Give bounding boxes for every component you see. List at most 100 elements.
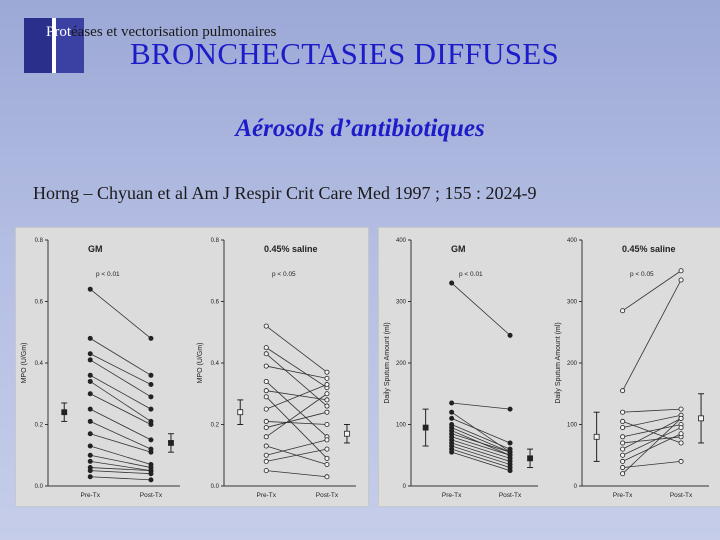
patient-line bbox=[266, 365, 328, 379]
patient-line bbox=[90, 461, 152, 472]
p-value-annotation: p < 0.01 bbox=[459, 271, 483, 278]
patient-line bbox=[90, 433, 152, 453]
patient-line bbox=[90, 338, 152, 376]
data-point bbox=[263, 443, 269, 449]
data-point bbox=[678, 268, 684, 274]
data-point bbox=[507, 406, 513, 412]
patient-line bbox=[90, 353, 152, 385]
patient-line bbox=[622, 461, 682, 468]
logo bbox=[24, 18, 84, 73]
mean-marker bbox=[168, 440, 174, 446]
y-tick-label: 0 bbox=[403, 484, 407, 490]
patient-line bbox=[451, 402, 511, 410]
data-point bbox=[263, 351, 269, 357]
data-point bbox=[324, 461, 330, 467]
data-point bbox=[263, 345, 269, 351]
patient-line bbox=[265, 325, 328, 373]
p-value-annotation: p < 0.01 bbox=[96, 271, 120, 278]
chart-title: 0.45% saline bbox=[622, 244, 676, 254]
data-point bbox=[507, 440, 513, 446]
y-axis-label: MPO (U/Gm) bbox=[197, 343, 204, 384]
data-point bbox=[263, 363, 269, 369]
y-tick-label: 100 bbox=[567, 423, 578, 429]
patient-line bbox=[90, 467, 151, 472]
patient-line bbox=[451, 424, 511, 450]
patient-line bbox=[90, 381, 152, 422]
patient-line bbox=[266, 421, 327, 425]
data-point bbox=[620, 434, 626, 440]
data-point bbox=[263, 468, 269, 474]
chart-title: GM bbox=[88, 244, 103, 254]
chart-sputum-gm: 0 100 200 300 400 Daily Sputum Amount (ml) GM p… bbox=[384, 238, 538, 499]
data-point bbox=[148, 372, 154, 378]
data-point bbox=[263, 378, 269, 384]
data-point bbox=[620, 446, 626, 452]
data-point bbox=[324, 375, 330, 381]
data-point bbox=[324, 437, 330, 443]
data-point bbox=[678, 406, 684, 412]
patient-line bbox=[451, 439, 511, 459]
x-tick-label: Post-Tx bbox=[499, 492, 522, 499]
x-tick-label: Post-Tx bbox=[140, 492, 163, 499]
patient-line bbox=[90, 421, 152, 450]
data-point bbox=[449, 400, 455, 406]
data-point bbox=[263, 406, 269, 412]
data-point bbox=[324, 369, 330, 375]
patient-line bbox=[451, 448, 511, 468]
data-point bbox=[678, 277, 684, 283]
citation: Horng – Chyuan et al Am J Respir Crit Ca… bbox=[33, 183, 537, 203]
mean-marker bbox=[344, 430, 350, 437]
patient-line bbox=[622, 427, 682, 456]
data-point bbox=[449, 415, 455, 421]
patient-line bbox=[266, 384, 328, 410]
patient-line bbox=[451, 417, 511, 444]
patient-line bbox=[266, 393, 328, 438]
patient-line bbox=[622, 421, 682, 444]
y-tick-label: 0.6 bbox=[35, 300, 44, 306]
data-point bbox=[148, 421, 154, 427]
patient-line bbox=[90, 374, 152, 410]
data-point bbox=[87, 391, 93, 397]
data-point bbox=[87, 474, 93, 480]
patient-line bbox=[622, 279, 682, 391]
figure-mpo: 0.0 0.2 0.4 0.6 0.8 MPO (U/Gm) GM p < 0.01 Pre-T… bbox=[15, 227, 369, 507]
patient-line bbox=[266, 448, 328, 462]
patient-line bbox=[266, 347, 328, 388]
patient-line bbox=[622, 418, 682, 474]
y-tick-label: 300 bbox=[567, 300, 578, 306]
x-tick-label: Post-Tx bbox=[670, 492, 693, 499]
slide-title: BRONCHECTASIES DIFFUSES bbox=[130, 36, 560, 71]
y-tick-label: 0.4 bbox=[35, 361, 44, 367]
data-point bbox=[87, 443, 93, 449]
y-tick-label: 400 bbox=[396, 238, 407, 244]
mean-marker bbox=[237, 409, 244, 416]
data-point bbox=[263, 418, 269, 424]
data-point bbox=[678, 458, 684, 464]
data-point bbox=[263, 452, 269, 458]
data-point bbox=[678, 425, 684, 431]
data-point bbox=[148, 335, 154, 341]
mean-marker bbox=[422, 424, 429, 431]
slide-subject: Protéases et vectorisation pulmonaires bbox=[46, 24, 277, 40]
data-point bbox=[87, 418, 93, 424]
patient-line bbox=[622, 417, 682, 450]
data-point bbox=[87, 286, 93, 292]
data-point bbox=[620, 425, 626, 431]
chart-title: 0.45% saline bbox=[264, 244, 318, 254]
x-tick-label: Post-Tx bbox=[316, 492, 339, 499]
patient-line bbox=[622, 424, 682, 438]
patient-line bbox=[451, 427, 511, 453]
data-point bbox=[324, 403, 330, 409]
y-tick-label: 0.8 bbox=[211, 238, 220, 244]
data-point bbox=[620, 308, 626, 314]
patient-line bbox=[266, 390, 328, 401]
x-tick-label: Pre-Tx bbox=[256, 492, 276, 499]
mean-marker bbox=[593, 433, 600, 440]
y-tick-label: 100 bbox=[396, 423, 407, 429]
data-point bbox=[324, 446, 330, 452]
data-point bbox=[263, 458, 269, 464]
patient-line bbox=[89, 288, 152, 339]
data-point bbox=[449, 449, 455, 455]
data-point bbox=[324, 382, 330, 388]
data-point bbox=[620, 452, 626, 458]
